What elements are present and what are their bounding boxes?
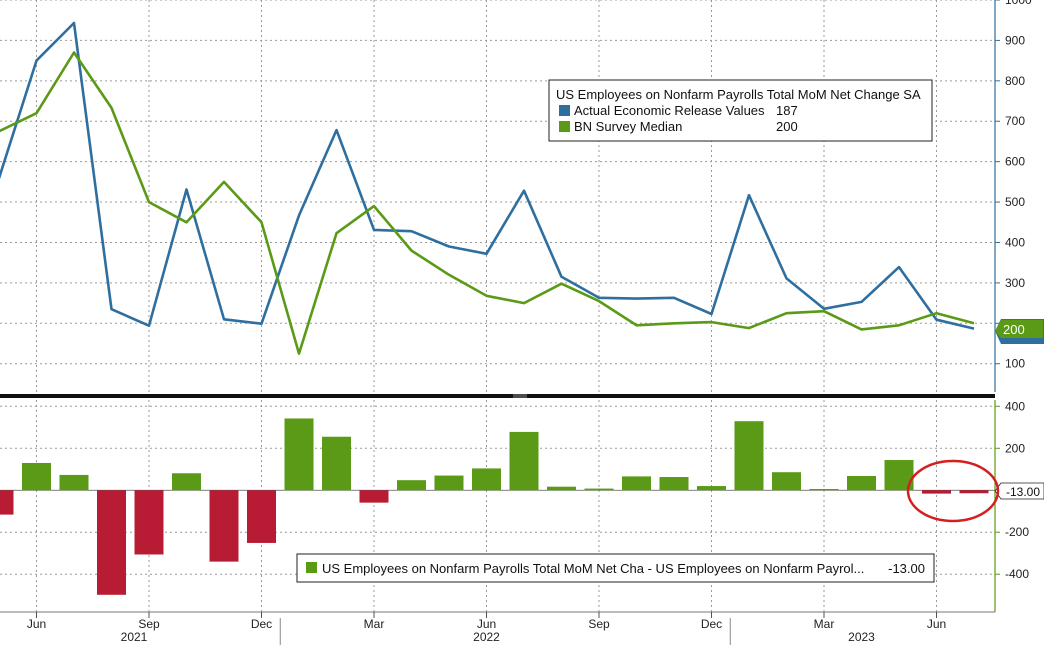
spread-bar (659, 477, 689, 491)
spread-bar (622, 476, 651, 491)
legend-value-spread: -13.00 (888, 561, 925, 576)
y-tick-label-bottom: 200 (1005, 441, 1025, 455)
legend-swatch-spread (306, 562, 317, 573)
spread-bars (0, 418, 989, 595)
bottom-legend-box (296, 553, 935, 583)
x-month-label: Dec (701, 617, 722, 631)
spread-bar (547, 486, 576, 491)
spread-bar (284, 418, 314, 491)
legend-label-survey: BN Survey Median (574, 119, 682, 134)
x-month-label: Mar (814, 617, 835, 631)
highlight-ellipse (906, 459, 1000, 523)
y-tick-label-top: 800 (1005, 74, 1025, 88)
x-month-label: Jun (477, 617, 496, 631)
spread-bar (959, 490, 989, 494)
top-panel-grid (0, 0, 995, 392)
panel-splitter[interactable] (0, 394, 995, 398)
value-tag-spread-text: -13.00 (1006, 485, 1040, 499)
spread-bar (584, 488, 614, 491)
y-tick-label-top: 1000 (1005, 0, 1032, 7)
spread-bar (809, 488, 839, 491)
spread-bar (922, 490, 951, 494)
spread-bar (847, 475, 876, 491)
y-tick-label-top: 600 (1005, 155, 1025, 169)
value-tag-spread-bg (994, 482, 1044, 500)
bottom-legend: US Employees on Nonfarm Payrolls Total M… (296, 553, 935, 583)
splitter-grip[interactable] (513, 394, 527, 398)
spread-bar (734, 421, 764, 491)
y-tick-label-top: 700 (1005, 114, 1025, 128)
x-month-label: Sep (588, 617, 610, 631)
legend-value-survey: 200 (776, 119, 798, 134)
top-legend-title: US Employees on Nonfarm Payrolls Total M… (556, 87, 921, 102)
spread-bar (134, 490, 164, 555)
value-tag-text: 200 (1003, 322, 1025, 337)
spread-bar (472, 468, 501, 491)
y-tick-label-top: 100 (1005, 357, 1025, 371)
spread-bar (772, 472, 801, 491)
y-tick-label-bottom: -200 (1005, 525, 1029, 539)
x-year-label: 2022 (473, 630, 500, 644)
x-month-label: Mar (364, 617, 385, 631)
y-tick-label-top: 400 (1005, 235, 1025, 249)
x-month-label: Jun (27, 617, 46, 631)
spread-bar (434, 475, 464, 491)
x-month-label: Sep (138, 617, 160, 631)
spread-bar (509, 431, 539, 491)
spread-bar (697, 486, 726, 491)
x-year-label: 2023 (848, 630, 875, 644)
spread-bar (397, 480, 426, 491)
y-tick-label-top: 900 (1005, 33, 1025, 47)
spread-bar (172, 473, 201, 491)
spread-bar (359, 490, 389, 503)
legend-label-spread: US Employees on Nonfarm Payrolls Total M… (322, 561, 864, 576)
bottom-value-tag: -13.00 (994, 482, 1044, 500)
value-tag-survey-bg (995, 320, 1043, 338)
legend-value-actual: 187 (776, 103, 798, 118)
tick-labels: 100 200 300 400 500 600 700 800 900 1000 400 200 -20… (995, 0, 1032, 581)
top-legend: US Employees on Nonfarm Payrolls Total M… (548, 79, 933, 142)
top-legend-box (548, 79, 933, 142)
y-tick-label-top: 500 (1005, 195, 1025, 209)
spread-bar (59, 474, 89, 491)
legend-swatch-actual (559, 105, 570, 116)
y-tick-label-top: 300 (1005, 276, 1025, 290)
top-value-tag: 200 (995, 319, 1044, 344)
legend-label-actual: Actual Economic Release Values (574, 103, 765, 118)
y-tick-label-bottom: 400 (1005, 399, 1025, 413)
spread-bar (22, 462, 51, 491)
survey-median-line (0, 51, 975, 355)
x-year-label: 2021 (121, 630, 148, 644)
x-month-label: Dec (251, 617, 272, 631)
spread-bar (97, 490, 126, 595)
spread-bar (0, 490, 14, 515)
axes (0, 0, 996, 613)
spread-bar (209, 490, 239, 562)
payroll-lines (0, 21, 975, 355)
y-tick-label-bottom: -400 (1005, 567, 1029, 581)
x-month-label: Jun (927, 617, 946, 631)
x-axis-labels: Jun Sep Dec Mar Jun Sep Dec Mar Jun 2021 2022 2023 (27, 612, 946, 645)
spread-bar (247, 490, 276, 543)
legend-swatch-survey (559, 121, 570, 132)
actual-values-line (0, 21, 975, 330)
spread-bar (322, 436, 351, 491)
